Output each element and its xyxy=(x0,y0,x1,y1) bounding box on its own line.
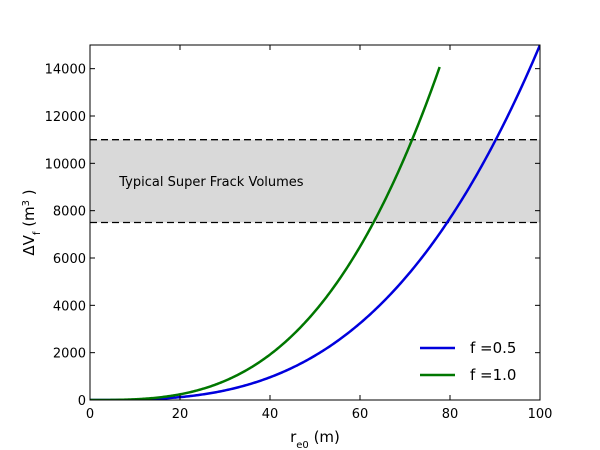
super-frack-band xyxy=(90,139,540,223)
x-tick-label: 80 xyxy=(442,407,459,422)
x-tick-label: 0 xyxy=(86,407,94,422)
y-tick-label: 14000 xyxy=(45,63,86,78)
plot-area: Typical Super Frack Volumes xyxy=(90,45,540,400)
y-tick-label: 8000 xyxy=(53,205,86,220)
y-tick-label: 0 xyxy=(78,394,86,409)
x-tick-label: 100 xyxy=(528,407,553,422)
y-tick-label: 12000 xyxy=(45,110,86,125)
y-axis: 0 2000 4000 6000 8000 10000 12000 14000 xyxy=(45,63,540,409)
x-axis-label-subscript: e0 xyxy=(296,440,309,450)
legend-label-1: f =0.5 xyxy=(470,339,516,357)
y-axis-label-unit-open: (m xyxy=(20,206,38,231)
y-tick-label: 4000 xyxy=(53,299,86,314)
x-axis-label-unit: (m) xyxy=(309,428,340,446)
y-axis-label-unit-close: ) xyxy=(20,189,38,200)
x-tick-label: 40 xyxy=(262,407,279,422)
x-tick-label: 60 xyxy=(352,407,369,422)
x-tick-label: 20 xyxy=(172,407,189,422)
series-group xyxy=(90,45,540,400)
plot-frame xyxy=(89,44,541,401)
y-axis-label-subscript: f xyxy=(32,231,43,235)
y-axis-label-unit-superscript: 3 xyxy=(21,200,32,206)
series-line-1 xyxy=(90,45,540,400)
legend-label-2: f =1.0 xyxy=(470,366,516,384)
y-tick-label: 2000 xyxy=(53,347,86,362)
band-label: Typical Super Frack Volumes xyxy=(118,175,304,190)
y-axis-label-main: ΔV xyxy=(20,234,38,255)
x-axis-label: re0 (m) xyxy=(290,428,340,450)
y-tick-label: 10000 xyxy=(45,157,86,172)
y-tick-label: 6000 xyxy=(53,252,86,267)
legend: f =0.5 f =1.0 xyxy=(420,339,516,384)
y-axis-label: ΔVf (m3 ) xyxy=(20,189,43,255)
x-axis-label-main: r xyxy=(290,428,297,446)
series-line-2 xyxy=(90,66,441,400)
x-axis: 0 20 40 60 80 100 xyxy=(86,45,553,422)
